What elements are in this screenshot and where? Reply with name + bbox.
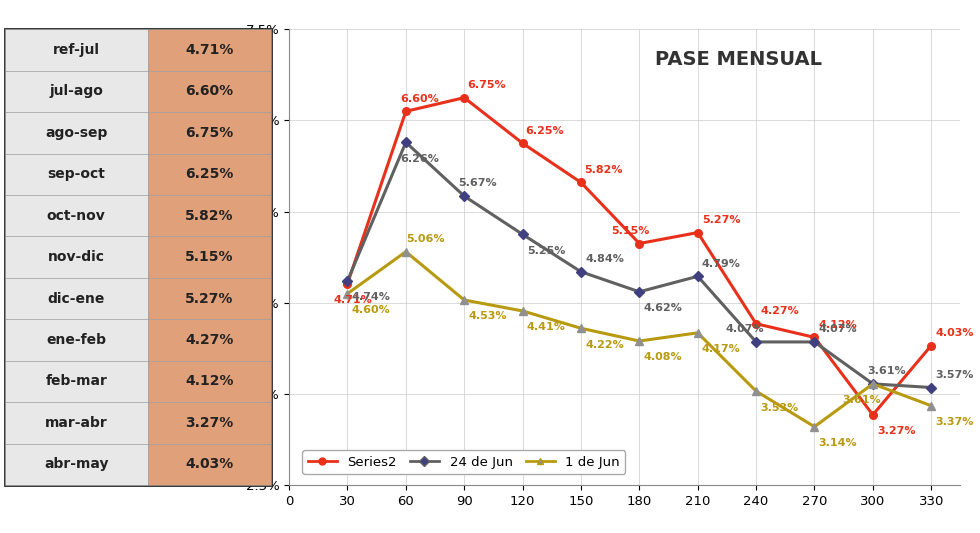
FancyBboxPatch shape [148,237,271,278]
Text: 5.82%: 5.82% [584,165,622,175]
Text: 4.07%: 4.07% [725,324,764,334]
FancyBboxPatch shape [148,278,271,319]
Text: abr-may: abr-may [44,457,109,471]
FancyBboxPatch shape [5,402,148,443]
Text: 4.71%: 4.71% [333,295,372,305]
Text: 5.67%: 5.67% [459,179,497,188]
Text: 4.08%: 4.08% [644,352,682,362]
FancyBboxPatch shape [148,71,271,112]
Text: 4.12%: 4.12% [185,375,234,389]
Text: 3.53%: 3.53% [760,402,799,413]
FancyBboxPatch shape [5,154,148,195]
Text: 3.57%: 3.57% [935,370,974,380]
Text: 3.61%: 3.61% [867,366,906,376]
FancyBboxPatch shape [148,112,271,154]
Text: 3.61%: 3.61% [842,395,881,405]
Text: 6.60%: 6.60% [400,94,439,103]
Text: 5.15%: 5.15% [612,226,650,236]
FancyBboxPatch shape [5,319,148,361]
Text: 4.62%: 4.62% [644,303,682,313]
FancyBboxPatch shape [5,29,148,71]
FancyBboxPatch shape [148,195,271,237]
Text: 5.27%: 5.27% [702,215,740,225]
Text: 5.27%: 5.27% [185,292,233,305]
Text: 4.17%: 4.17% [702,344,741,354]
FancyBboxPatch shape [5,112,148,154]
Text: 4.60%: 4.60% [352,305,390,315]
Text: 4.74%: 4.74% [352,292,390,302]
Text: 5.06%: 5.06% [406,234,444,244]
Text: oct-nov: oct-nov [47,209,106,223]
FancyBboxPatch shape [5,237,148,278]
Text: 4.27%: 4.27% [185,333,233,347]
Text: 3.37%: 3.37% [935,417,974,427]
Text: 5.15%: 5.15% [185,250,234,264]
Text: 4.27%: 4.27% [760,306,799,316]
Text: nov-dic: nov-dic [48,250,105,264]
FancyBboxPatch shape [148,29,271,71]
FancyBboxPatch shape [148,402,271,443]
Text: 4.53%: 4.53% [468,311,507,321]
FancyBboxPatch shape [148,443,271,485]
Legend: Series2, 24 de Jun, 1 de Jun: Series2, 24 de Jun, 1 de Jun [303,450,625,474]
FancyBboxPatch shape [5,443,148,485]
Text: 4.12%: 4.12% [818,320,858,329]
Text: dic-ene: dic-ene [47,292,105,305]
Text: 4.22%: 4.22% [585,340,624,350]
Text: 6.25%: 6.25% [525,126,564,135]
FancyBboxPatch shape [5,278,148,319]
Text: ago-sep: ago-sep [45,126,108,140]
FancyBboxPatch shape [5,71,148,112]
Text: 4.07%: 4.07% [818,324,858,334]
FancyBboxPatch shape [5,361,148,402]
FancyBboxPatch shape [148,361,271,402]
Text: 3.27%: 3.27% [877,426,915,437]
Text: 5.82%: 5.82% [185,209,234,223]
FancyBboxPatch shape [148,154,271,195]
Text: mar-abr: mar-abr [45,416,108,430]
Text: 5.25%: 5.25% [527,246,565,256]
Text: 3.14%: 3.14% [818,438,858,448]
Text: jul-ago: jul-ago [49,84,103,99]
Text: feb-mar: feb-mar [45,375,107,389]
Text: 4.03%: 4.03% [935,328,974,338]
Text: 6.75%: 6.75% [185,126,233,140]
Text: ene-feb: ene-feb [46,333,106,347]
Text: ref-jul: ref-jul [53,43,100,57]
Text: 6.25%: 6.25% [185,167,233,181]
FancyBboxPatch shape [5,195,148,237]
Text: 4.79%: 4.79% [702,259,741,269]
Text: 6.60%: 6.60% [185,84,233,99]
Text: sep-oct: sep-oct [47,167,105,181]
Text: 6.26%: 6.26% [400,154,439,164]
FancyBboxPatch shape [148,319,271,361]
Text: 4.03%: 4.03% [185,457,233,471]
Text: 4.84%: 4.84% [585,254,624,264]
Text: 3.27%: 3.27% [185,416,233,430]
Text: 4.41%: 4.41% [527,322,565,333]
Text: PASE MENSUAL: PASE MENSUAL [656,50,822,69]
Text: 4.71%: 4.71% [185,43,233,57]
Text: 6.75%: 6.75% [467,80,506,90]
